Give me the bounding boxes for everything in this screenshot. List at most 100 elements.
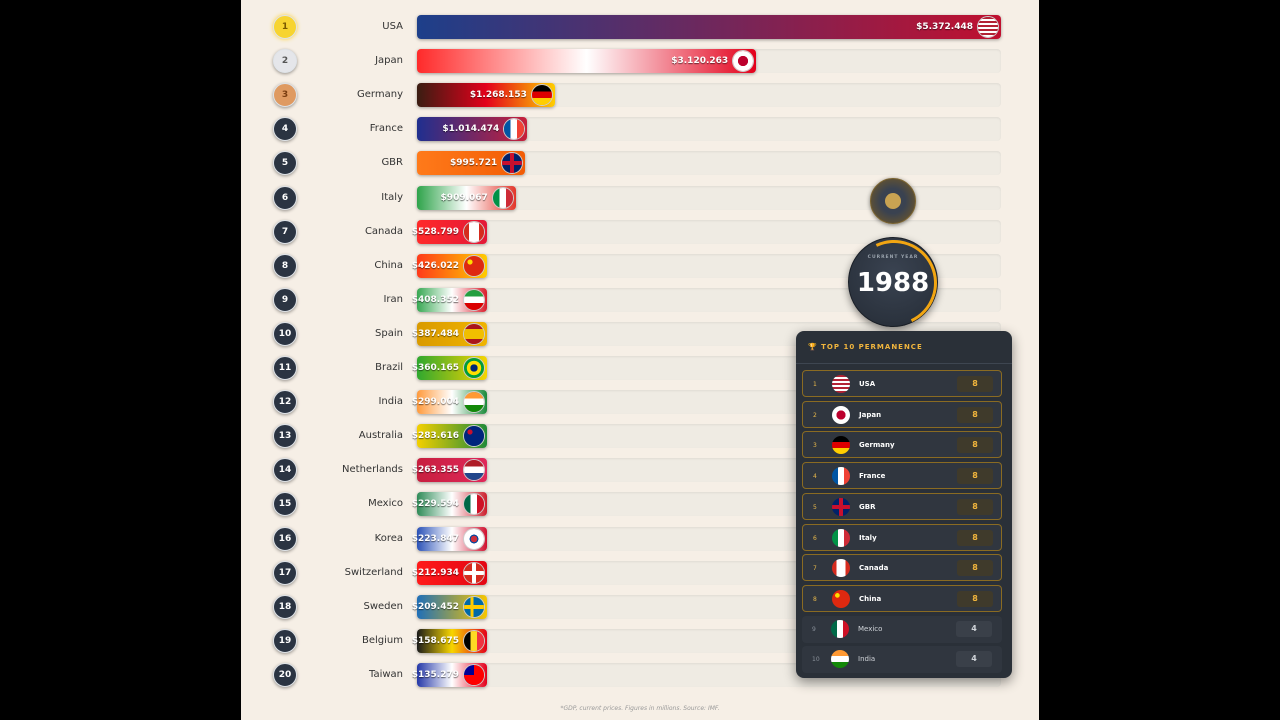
permanence-country: France bbox=[859, 472, 886, 481]
rank-badge: 12 bbox=[273, 390, 297, 415]
permanence-rank: 3 bbox=[813, 442, 817, 450]
rank-badge: 2 bbox=[273, 49, 297, 74]
permanence-row: 3 Germany 8 bbox=[802, 431, 1002, 459]
country-ranking-emblem bbox=[870, 178, 916, 224]
belgium-flag-icon bbox=[463, 629, 485, 652]
value-label: $1.268.153 bbox=[469, 90, 527, 101]
permanence-country: Italy bbox=[859, 533, 877, 542]
permanence-country: USA bbox=[859, 380, 876, 388]
country-label: Spain bbox=[375, 327, 403, 339]
bar-row: 5 GBR $995.721 bbox=[241, 146, 1039, 180]
rank-badge: 13 bbox=[273, 424, 297, 449]
permanence-count: 4 bbox=[956, 651, 992, 668]
permanence-rank: 2 bbox=[813, 411, 817, 419]
rank-badge: 11 bbox=[273, 356, 297, 380]
permanence-count: 8 bbox=[957, 468, 993, 485]
country-label: India bbox=[378, 396, 403, 408]
india-flag-icon bbox=[463, 391, 485, 414]
germany-flag-icon bbox=[832, 436, 850, 455]
gbr-flag-icon bbox=[832, 497, 850, 516]
usa-flag-icon bbox=[977, 16, 999, 38]
country-label: China bbox=[374, 259, 403, 271]
rank-badge: 15 bbox=[273, 492, 297, 517]
rank-badge: 5 bbox=[273, 151, 297, 176]
mexico-flag-icon bbox=[463, 493, 485, 516]
switzerland-flag-icon bbox=[463, 561, 485, 584]
country-label: France bbox=[369, 123, 403, 135]
rank-badge: 1 bbox=[273, 15, 297, 39]
panel-title-text: TOP 10 PERMANENCE bbox=[821, 343, 923, 351]
value-label: $223.847 bbox=[411, 533, 459, 544]
bar-row: 2 Japan $3.120.263 bbox=[241, 44, 1039, 78]
mexico-flag-icon bbox=[831, 619, 849, 638]
permanence-rank: 9 bbox=[812, 625, 816, 633]
india-flag-icon bbox=[831, 650, 849, 669]
rank-badge: 7 bbox=[273, 219, 297, 244]
italy-flag-icon bbox=[832, 528, 850, 547]
permanence-row: 7 Canada 8 bbox=[802, 554, 1002, 582]
value-label: $299.004 bbox=[411, 397, 459, 408]
rank-badge: 3 bbox=[273, 83, 297, 108]
permanence-rank: 1 bbox=[813, 381, 817, 388]
value-label: $229.594 bbox=[411, 499, 459, 510]
country-label: Germany bbox=[357, 89, 403, 101]
trophy-icon: 🏆 bbox=[808, 343, 818, 351]
spain-flag-icon bbox=[463, 322, 485, 345]
permanence-row: 1 USA 8 bbox=[802, 370, 1002, 397]
brazil-flag-icon bbox=[463, 357, 485, 379]
value-label: $1.014.474 bbox=[442, 124, 500, 135]
permanence-rank: 5 bbox=[813, 503, 817, 511]
value-label: $283.616 bbox=[411, 431, 459, 442]
value-label: $158.675 bbox=[411, 635, 459, 646]
bar-row: 1 USA $5.372.448 bbox=[241, 10, 1039, 44]
country-label: Sweden bbox=[363, 600, 403, 612]
country-label: GBR bbox=[381, 157, 403, 169]
bar-row: 3 Germany $1.268.153 bbox=[241, 78, 1039, 112]
rank-badge: 4 bbox=[273, 117, 297, 142]
year-badge: CURRENT YEAR 1988 bbox=[838, 227, 950, 339]
rank-badge: 17 bbox=[273, 560, 297, 585]
permanence-country: Mexico bbox=[858, 624, 883, 633]
permanence-row: 9 Mexico 4 bbox=[802, 615, 1002, 643]
rank-badge: 18 bbox=[273, 594, 297, 619]
permanence-rank: 7 bbox=[813, 565, 817, 573]
country-label: USA bbox=[382, 21, 403, 32]
value-label: $408.352 bbox=[411, 294, 459, 305]
bar-row: 7 Canada $528.799 bbox=[241, 215, 1039, 249]
australia-flag-icon bbox=[463, 425, 485, 448]
permanence-row: 4 France 8 bbox=[802, 462, 1002, 490]
bar-row: 9 Iran $408.352 bbox=[241, 283, 1039, 317]
china-flag-icon bbox=[463, 254, 485, 277]
china-flag-icon bbox=[832, 589, 850, 608]
chart-canvas: 1 USA $5.372.448 2 Japan $3.120.263 3 Germany $1… bbox=[241, 0, 1039, 720]
korea-flag-icon bbox=[463, 527, 485, 550]
value-label: $135.279 bbox=[411, 669, 459, 680]
bar bbox=[417, 15, 1001, 39]
value-label: $995.721 bbox=[449, 158, 498, 169]
permanence-country: China bbox=[859, 594, 882, 603]
rank-badge: 19 bbox=[273, 628, 297, 653]
france-flag-icon bbox=[832, 467, 850, 486]
bar-row: 17 Switzerland $212.934 bbox=[241, 556, 1039, 590]
country-label: Italy bbox=[381, 191, 403, 203]
value-label: $360.165 bbox=[411, 363, 459, 373]
japan-flag-icon bbox=[832, 405, 850, 424]
bar-row: 4 France $1.014.474 bbox=[241, 112, 1039, 146]
permanence-country: GBR bbox=[859, 502, 876, 511]
rank-badge: 16 bbox=[273, 526, 297, 551]
value-label: $212.934 bbox=[411, 567, 459, 578]
globe-icon bbox=[885, 192, 901, 209]
country-label: Netherlands bbox=[342, 464, 403, 476]
permanence-count: 8 bbox=[957, 498, 993, 515]
iran-flag-icon bbox=[463, 288, 485, 311]
current-year: 1988 bbox=[856, 268, 930, 298]
country-label: Korea bbox=[374, 532, 403, 544]
permanence-rank: 4 bbox=[813, 473, 817, 481]
permanence-count: 8 bbox=[957, 406, 993, 423]
value-label: $426.022 bbox=[411, 260, 459, 271]
bar-track bbox=[417, 219, 1001, 244]
permanence-row: 8 China 8 bbox=[802, 584, 1002, 612]
germany-flag-icon bbox=[530, 84, 553, 107]
panel-title: 🏆 TOP 10 PERMANENCE bbox=[808, 343, 923, 351]
country-label: Japan bbox=[375, 55, 403, 67]
